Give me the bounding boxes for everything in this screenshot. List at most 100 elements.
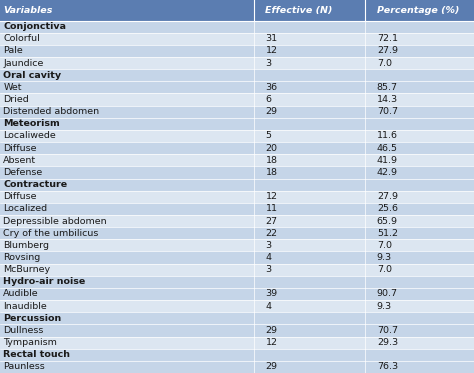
Text: Hydro-air noise: Hydro-air noise	[3, 278, 86, 286]
Text: 65.9: 65.9	[377, 217, 398, 226]
Text: Dullness: Dullness	[3, 326, 44, 335]
Bar	[0, 118, 474, 130]
Text: Conjonctiva: Conjonctiva	[3, 22, 66, 31]
Bar	[0, 349, 474, 361]
Text: 42.9: 42.9	[377, 168, 398, 177]
Text: 27: 27	[265, 217, 277, 226]
Text: Audible: Audible	[3, 289, 39, 298]
Text: 18: 18	[265, 168, 277, 177]
Text: Colorful: Colorful	[3, 34, 40, 43]
Text: 3: 3	[265, 59, 272, 68]
Text: 3: 3	[265, 241, 272, 250]
Text: Tympanism: Tympanism	[3, 338, 57, 347]
Bar	[0, 69, 474, 81]
Text: Dried: Dried	[3, 95, 29, 104]
Text: 70.7: 70.7	[377, 326, 398, 335]
Bar	[0, 215, 474, 227]
Bar	[0, 21, 474, 33]
Text: 29.3: 29.3	[377, 338, 398, 347]
Bar	[0, 94, 474, 106]
Text: Paunless: Paunless	[3, 363, 45, 372]
Bar	[0, 325, 474, 336]
Text: 4: 4	[265, 302, 272, 311]
Bar	[0, 81, 474, 94]
Bar	[0, 336, 474, 349]
Bar	[0, 227, 474, 239]
Text: Rectal touch: Rectal touch	[3, 350, 70, 359]
Bar	[0, 288, 474, 300]
Text: 9.3: 9.3	[377, 253, 392, 262]
Bar	[0, 264, 474, 276]
Bar	[0, 142, 474, 154]
Text: 7.0: 7.0	[377, 59, 392, 68]
Text: 25.6: 25.6	[377, 204, 398, 213]
Text: 76.3: 76.3	[377, 363, 398, 372]
Text: 6: 6	[265, 95, 272, 104]
Bar	[0, 0, 254, 21]
Text: 4: 4	[265, 253, 272, 262]
Text: 46.5: 46.5	[377, 144, 398, 153]
Bar	[0, 166, 474, 179]
Text: Meteorism: Meteorism	[3, 119, 60, 128]
Text: Localized: Localized	[3, 204, 47, 213]
Bar	[365, 0, 474, 21]
Text: 29: 29	[265, 107, 277, 116]
Text: 5: 5	[265, 132, 272, 141]
Text: Blumberg: Blumberg	[3, 241, 49, 250]
Text: 41.9: 41.9	[377, 156, 398, 165]
Text: Percussion: Percussion	[3, 314, 62, 323]
Text: 85.7: 85.7	[377, 83, 398, 92]
Bar	[0, 106, 474, 118]
Bar	[0, 300, 474, 312]
Text: 20: 20	[265, 144, 277, 153]
Text: Oral cavity: Oral cavity	[3, 71, 62, 80]
Text: 9.3: 9.3	[377, 302, 392, 311]
Text: 51.2: 51.2	[377, 229, 398, 238]
Bar	[0, 203, 474, 215]
Text: 12: 12	[265, 192, 277, 201]
Text: Cry of the umbilicus: Cry of the umbilicus	[3, 229, 99, 238]
Bar	[0, 251, 474, 264]
Text: 22: 22	[265, 229, 277, 238]
Text: Variables: Variables	[3, 6, 53, 15]
Bar	[0, 239, 474, 251]
Text: Defense: Defense	[3, 168, 43, 177]
Text: Rovsing: Rovsing	[3, 253, 41, 262]
Text: 39: 39	[265, 289, 278, 298]
Bar	[0, 179, 474, 191]
Text: Wet: Wet	[3, 83, 22, 92]
Text: 31: 31	[265, 34, 278, 43]
Text: 12: 12	[265, 338, 277, 347]
Text: Contracture: Contracture	[3, 180, 67, 189]
Text: Jaundice: Jaundice	[3, 59, 44, 68]
Text: 27.9: 27.9	[377, 192, 398, 201]
Text: 90.7: 90.7	[377, 289, 398, 298]
Text: 11.6: 11.6	[377, 132, 398, 141]
Text: McBurney: McBurney	[3, 265, 50, 274]
Text: 36: 36	[265, 83, 278, 92]
Text: 70.7: 70.7	[377, 107, 398, 116]
Text: Effective (N): Effective (N)	[265, 6, 333, 15]
Bar	[0, 33, 474, 45]
Text: 7.0: 7.0	[377, 241, 392, 250]
Text: Diffuse: Diffuse	[3, 192, 37, 201]
Text: 72.1: 72.1	[377, 34, 398, 43]
Text: Depressible abdomen: Depressible abdomen	[3, 217, 107, 226]
Bar	[0, 45, 474, 57]
Text: Percentage (%): Percentage (%)	[377, 6, 459, 15]
Bar	[0, 57, 474, 69]
Bar	[0, 312, 474, 325]
Text: 14.3: 14.3	[377, 95, 398, 104]
Bar	[0, 154, 474, 166]
Text: 18: 18	[265, 156, 277, 165]
Text: 11: 11	[265, 204, 277, 213]
Text: Distended abdomen: Distended abdomen	[3, 107, 100, 116]
Text: 3: 3	[265, 265, 272, 274]
Bar	[254, 0, 365, 21]
Text: Absent: Absent	[3, 156, 36, 165]
Bar	[0, 191, 474, 203]
Text: Pale: Pale	[3, 46, 23, 56]
Text: Localiwede: Localiwede	[3, 132, 56, 141]
Text: Inaudible: Inaudible	[3, 302, 47, 311]
Text: 29: 29	[265, 326, 277, 335]
